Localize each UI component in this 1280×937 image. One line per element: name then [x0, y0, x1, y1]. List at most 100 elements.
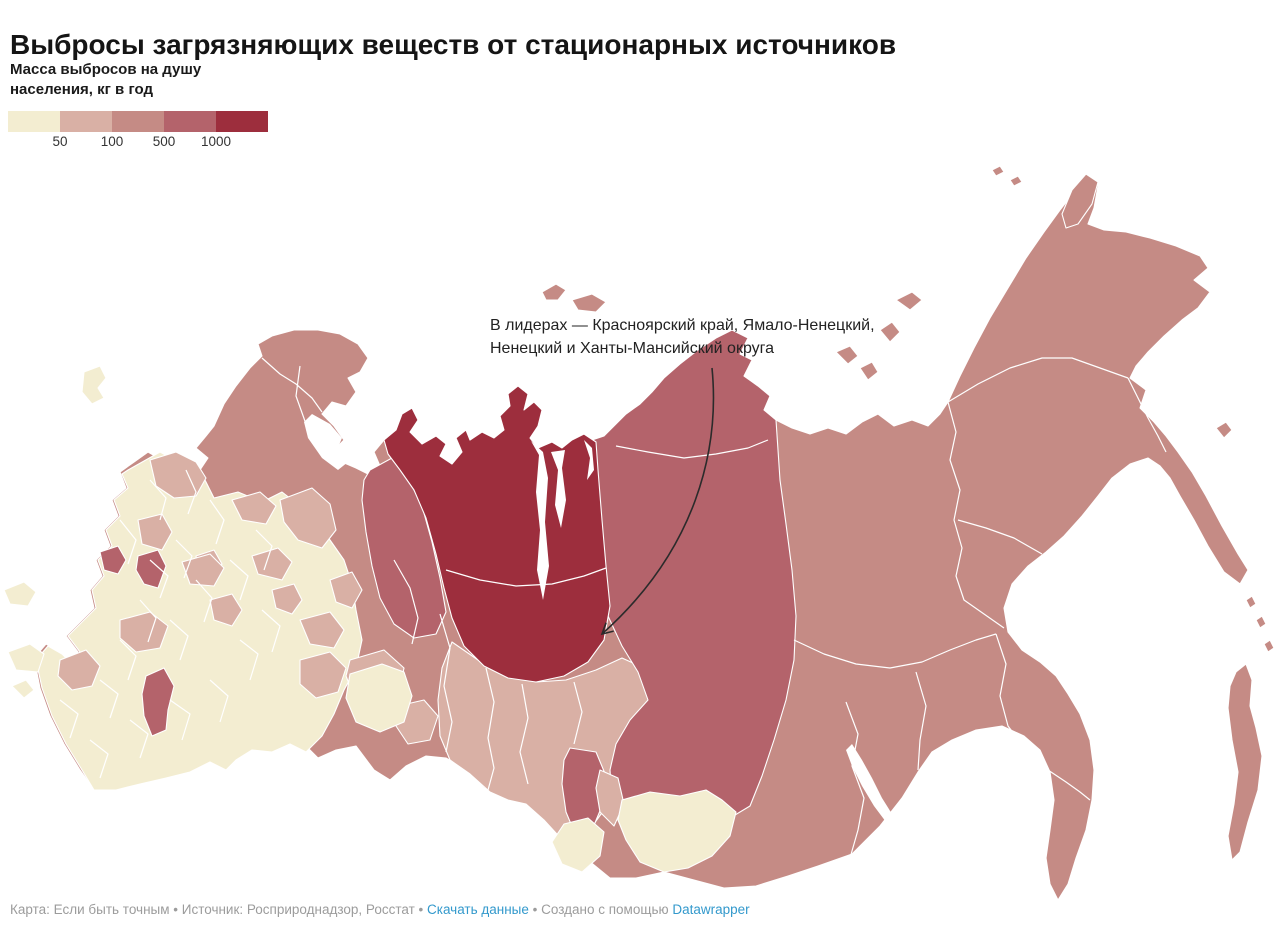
legend-title: Масса выбросов на душу населения, кг в г…	[10, 60, 201, 100]
region-kostroma-accent[interactable]	[135, 549, 167, 589]
region-severnaya-zemlya-2[interactable]	[859, 361, 879, 381]
region-border-line	[149, 559, 169, 599]
footer-text: Создано с помощью	[541, 902, 673, 917]
region-yamalo-nenets-khanty-mansi[interactable]	[383, 385, 611, 683]
water-white-sea	[304, 414, 348, 470]
region-mari-el[interactable]	[271, 583, 303, 615]
region-border-line	[947, 401, 1005, 629]
legend-tick-labels: 50 100 500 1000	[8, 134, 288, 150]
region-border-line	[947, 357, 1129, 403]
region-crimea-1[interactable]	[3, 581, 37, 607]
region-border-line	[793, 633, 997, 669]
region-border-line	[239, 639, 259, 681]
region-border-line	[229, 559, 249, 601]
region-border-line	[209, 679, 229, 723]
region-khakassia[interactable]	[595, 769, 625, 827]
legend-title-line2: населения, кг в год	[10, 81, 153, 98]
region-novaya-zemlya-1[interactable]	[541, 283, 567, 301]
region-border-line	[1127, 377, 1167, 453]
datawrapper-link[interactable]: Datawrapper	[672, 902, 750, 917]
legend-tick-label: 50	[52, 134, 68, 149]
region-border-line	[139, 599, 157, 643]
region-kurgan[interactable]	[345, 663, 413, 733]
region-border-line	[445, 567, 607, 587]
region-border-line	[295, 365, 307, 425]
region-border-line	[1047, 769, 1091, 801]
region-novaya-zemlya-2[interactable]	[571, 293, 607, 313]
region-border-line	[995, 633, 1015, 735]
region-leningrad[interactable]	[149, 451, 207, 499]
region-severnaya-zemlya-3[interactable]	[879, 321, 901, 343]
region-kuril-3[interactable]	[1263, 639, 1275, 653]
annotation-arrow	[601, 367, 715, 635]
region-vologda[interactable]	[231, 491, 277, 525]
annotation-arrowhead	[600, 622, 614, 636]
region-volgograd-accent[interactable]	[141, 667, 175, 737]
region-kuril-2[interactable]	[1255, 615, 1267, 629]
region-border-line	[89, 739, 109, 779]
region-border-line	[957, 519, 1043, 555]
region-border-line	[119, 519, 137, 565]
region-border-line	[915, 671, 927, 771]
region-kuril-1[interactable]	[1245, 595, 1257, 609]
region-altai-republic[interactable]	[551, 817, 605, 873]
legend-tick-label: 100	[100, 134, 124, 149]
region-border-line	[519, 683, 529, 785]
region-samara-saratov[interactable]	[299, 651, 347, 699]
download-data-link[interactable]: Скачать данные	[427, 902, 529, 917]
legend-tick-label: 500	[152, 134, 176, 149]
region-border-line	[185, 469, 197, 515]
region-border-line	[261, 609, 281, 653]
region-tatarstan[interactable]	[299, 611, 345, 649]
region-wrangel[interactable]	[1061, 173, 1099, 229]
region-border-line	[59, 699, 79, 739]
region-smolensk[interactable]	[137, 513, 173, 551]
region-crimea-2[interactable]	[7, 643, 45, 673]
legend-title-line1: Масса выбросов на душу	[10, 61, 202, 78]
region-border-line	[169, 699, 191, 741]
region-crimea-3[interactable]	[11, 679, 35, 699]
water-lake-baikal	[846, 744, 892, 822]
region-sakhalin[interactable]	[1227, 663, 1263, 861]
region-border-line	[195, 579, 213, 623]
footer-text: Источник: Росприроднадзор, Росстат	[181, 902, 415, 917]
page-title: Выбросы загрязняющих веществ от стациона…	[10, 28, 897, 60]
region-voronezh[interactable]	[181, 553, 225, 587]
region-ryazan[interactable]	[209, 593, 243, 627]
legend: Масса выбросов на душу населения, кг в г…	[8, 60, 268, 149]
annotation-line2: Ненецкий и Ханты-Мансийский округа	[490, 340, 775, 358]
legend-color-bar	[8, 111, 268, 132]
region-border-line	[129, 719, 149, 759]
region-border-line	[615, 439, 769, 459]
region-border-line	[255, 529, 273, 571]
water-yenisei-gulf	[584, 440, 594, 480]
annotation-line1: В лидерах — Красноярский край, Ямало-Нен…	[490, 317, 875, 334]
region-border-line	[209, 499, 225, 545]
region-kaliningrad[interactable]	[81, 365, 107, 405]
map-annotation: В лидерах — Красноярский край, Ямало-Нен…	[490, 314, 875, 360]
region-krasnoyarsk[interactable]	[591, 329, 797, 831]
water-taz-gulf	[551, 450, 566, 528]
footer-text: Карта: Если быть точным	[10, 902, 170, 917]
region-franz-josef-1[interactable]	[991, 165, 1005, 177]
footer-credits: Карта: Если быть точным • Источник: Росп…	[10, 902, 750, 917]
region-new-siberian-islands[interactable]	[895, 291, 923, 311]
region-border-line	[573, 681, 583, 745]
region-border-line	[149, 479, 167, 521]
region-udmurtia[interactable]	[329, 571, 363, 609]
region-novgorod-accent[interactable]	[99, 545, 127, 575]
region-border-line	[439, 613, 453, 753]
region-kirov[interactable]	[279, 487, 337, 549]
region-severnaya-zemlya-1[interactable]	[835, 345, 859, 365]
footer-text: •	[528, 902, 542, 917]
region-karaginsky[interactable]	[1215, 421, 1233, 439]
region-krasnodar[interactable]	[57, 649, 101, 691]
region-nizhny-novgorod[interactable]	[251, 547, 293, 581]
region-border-line	[261, 357, 323, 413]
region-border-line	[99, 679, 119, 719]
region-franz-josef-2[interactable]	[1009, 175, 1023, 187]
legend-swatch-2	[60, 111, 112, 132]
region-tuva[interactable]	[617, 789, 737, 873]
